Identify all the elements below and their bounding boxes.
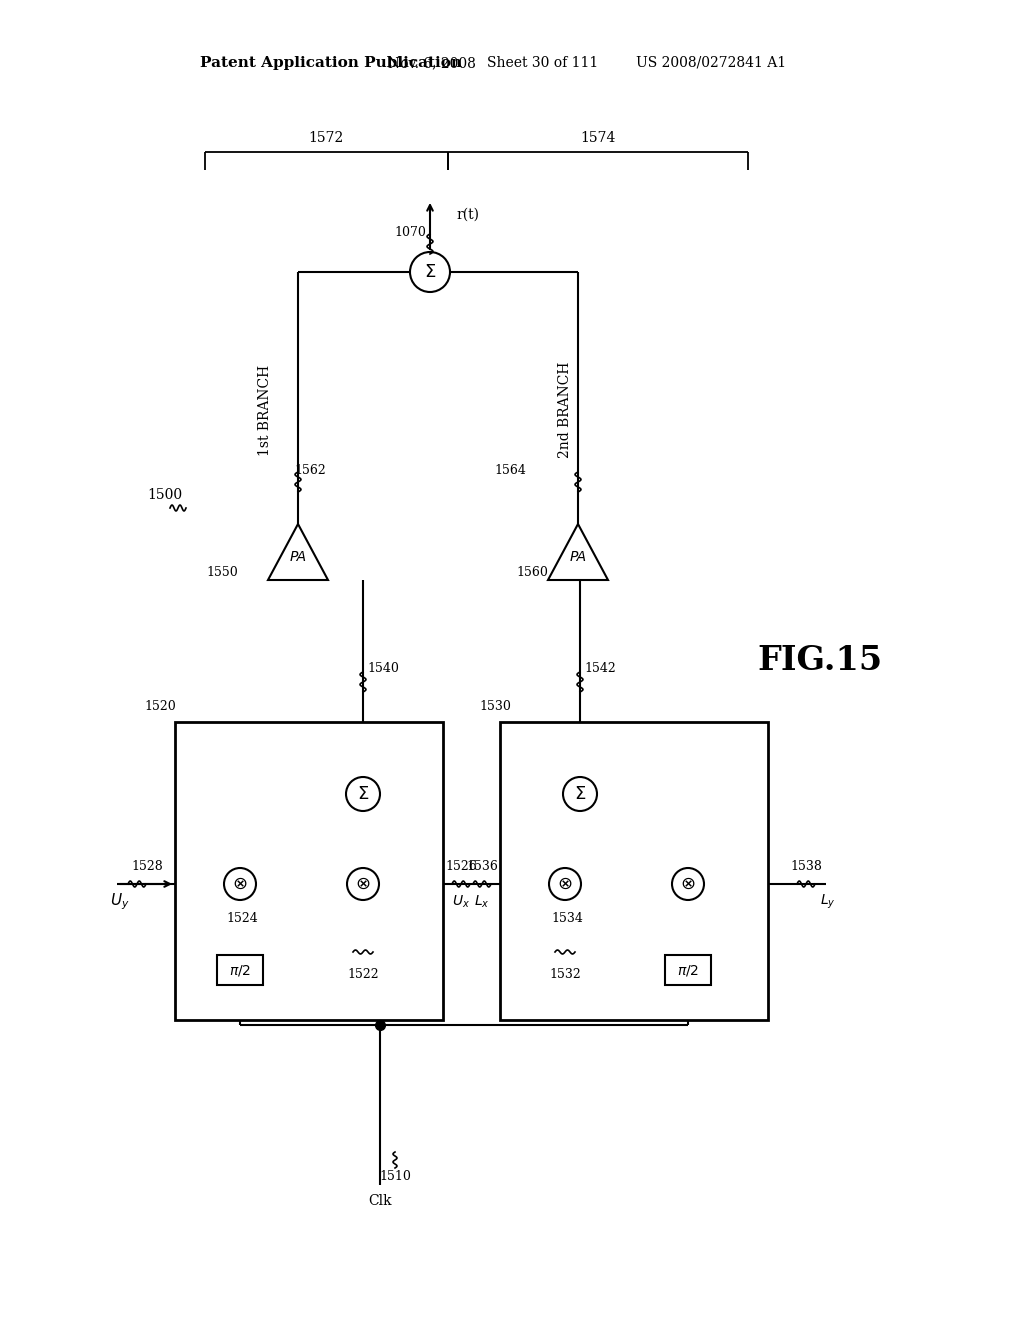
Text: $L_x$: $L_x$: [474, 894, 489, 911]
Text: 1540: 1540: [367, 661, 399, 675]
Text: $\otimes$: $\otimes$: [355, 875, 371, 894]
Text: $\otimes$: $\otimes$: [557, 875, 572, 894]
Text: 1530: 1530: [479, 701, 511, 714]
Text: 1st BRANCH: 1st BRANCH: [258, 364, 272, 455]
Text: 1520: 1520: [144, 701, 176, 714]
Text: $\pi/2$: $\pi/2$: [677, 962, 699, 978]
Text: $\Sigma$: $\Sigma$: [573, 785, 586, 803]
Circle shape: [224, 869, 256, 900]
Text: 1534: 1534: [551, 912, 583, 925]
Text: $\otimes$: $\otimes$: [232, 875, 248, 894]
Circle shape: [563, 777, 597, 810]
Text: 1070: 1070: [394, 226, 426, 239]
Text: 1574: 1574: [581, 131, 615, 145]
Circle shape: [346, 777, 380, 810]
Text: $L_y$: $L_y$: [820, 892, 836, 911]
Text: 1550: 1550: [206, 565, 238, 578]
Text: 1526: 1526: [445, 861, 477, 874]
Text: 1528: 1528: [131, 861, 163, 874]
Circle shape: [347, 869, 379, 900]
Text: $\otimes$: $\otimes$: [680, 875, 695, 894]
Text: 1562: 1562: [294, 463, 326, 477]
Text: PA: PA: [290, 550, 306, 564]
Text: r(t): r(t): [457, 209, 479, 222]
Text: 1500: 1500: [147, 488, 182, 502]
Text: 1536: 1536: [466, 861, 498, 874]
Text: Sheet 30 of 111: Sheet 30 of 111: [487, 55, 598, 70]
Text: 1564: 1564: [494, 463, 526, 477]
Bar: [217, 954, 263, 985]
Text: 2nd BRANCH: 2nd BRANCH: [558, 362, 572, 458]
Text: $\Sigma$: $\Sigma$: [357, 785, 369, 803]
Text: US 2008/0272841 A1: US 2008/0272841 A1: [636, 55, 786, 70]
Bar: [175, 722, 443, 1020]
Text: $U_x$: $U_x$: [452, 894, 470, 911]
Circle shape: [672, 869, 705, 900]
Text: $\pi/2$: $\pi/2$: [229, 962, 251, 978]
Bar: [665, 954, 711, 985]
Text: PA: PA: [569, 550, 587, 564]
Text: Nov. 6, 2008: Nov. 6, 2008: [388, 55, 476, 70]
Text: 1522: 1522: [347, 969, 379, 982]
Text: $U_y$: $U_y$: [111, 892, 130, 912]
Text: Patent Application Publication: Patent Application Publication: [200, 55, 462, 70]
Text: $\Sigma$: $\Sigma$: [424, 263, 436, 281]
Text: 1524: 1524: [226, 912, 258, 925]
Circle shape: [549, 869, 581, 900]
Text: 1510: 1510: [379, 1171, 411, 1184]
Text: 1542: 1542: [584, 661, 615, 675]
Text: FIG.15: FIG.15: [758, 644, 883, 676]
Text: 1572: 1572: [308, 131, 344, 145]
Text: 1532: 1532: [549, 969, 581, 982]
Bar: [500, 722, 768, 1020]
Text: 1560: 1560: [516, 565, 548, 578]
Circle shape: [410, 252, 450, 292]
Text: 1538: 1538: [791, 861, 822, 874]
Text: Clk: Clk: [369, 1195, 392, 1208]
